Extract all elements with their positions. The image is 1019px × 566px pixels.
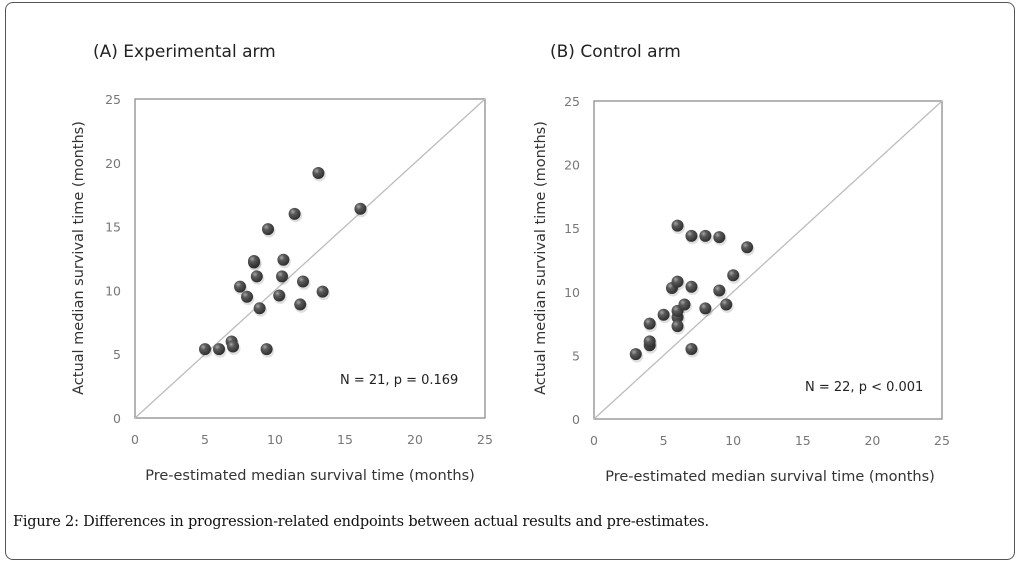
data-point xyxy=(643,317,656,330)
figure-frame xyxy=(5,2,1015,560)
x-tick-label: 0 xyxy=(131,432,139,447)
data-point xyxy=(250,270,263,283)
data-point xyxy=(699,229,712,242)
panel-title: (B) Control arm xyxy=(550,42,681,62)
x-axis-label: Pre-estimated median survival time (mont… xyxy=(145,468,475,484)
data-point xyxy=(629,348,642,361)
data-point xyxy=(277,253,290,266)
x-tick-label: 25 xyxy=(477,432,493,447)
data-point xyxy=(260,343,273,356)
stats-annotation: N = 21, p = 0.169 xyxy=(340,373,458,388)
data-point xyxy=(727,269,740,282)
data-point xyxy=(262,223,274,236)
plot-area xyxy=(134,98,486,419)
data-point xyxy=(354,202,367,215)
y-tick-label: 0 xyxy=(113,411,121,426)
x-tick-label: 0 xyxy=(590,433,598,448)
data-point xyxy=(276,270,288,283)
data-point xyxy=(671,275,684,288)
y-tick-label: 5 xyxy=(572,348,580,363)
panel-control-arm: (B) Control arm 0 5 10 15 20 25 0 5 10 15 20 25 N … xyxy=(533,42,950,485)
plot-area xyxy=(593,100,943,420)
y-axis-label: Actual median survival time (months) xyxy=(71,121,87,395)
x-tick-label: 5 xyxy=(201,432,209,447)
y-tick-label: 25 xyxy=(564,94,580,109)
x-tick-label: 10 xyxy=(267,432,283,447)
data-point xyxy=(312,167,325,180)
x-tick-label: 15 xyxy=(795,433,811,448)
panel-experimental-arm: (A) Experimental arm 0 5 10 15 20 25 0 5 10 15 20… xyxy=(71,42,493,484)
x-tick-label: 15 xyxy=(337,432,353,447)
y-tick-label: 0 xyxy=(572,412,580,427)
x-tick-label: 20 xyxy=(864,433,880,448)
data-point xyxy=(671,320,684,333)
data-point xyxy=(741,241,754,254)
panel-title: (A) Experimental arm xyxy=(93,42,276,62)
figure-charts: (A) Experimental arm 0 5 10 15 20 25 0 5 10 15 20… xyxy=(71,42,950,485)
data-point xyxy=(297,275,309,288)
data-point xyxy=(685,280,698,293)
x-tick-label: 5 xyxy=(660,433,668,448)
data-point xyxy=(657,308,670,321)
y-tick-label: 5 xyxy=(113,347,121,362)
caption-text: Differences in progression-related endpo… xyxy=(78,514,709,530)
x-tick-label: 10 xyxy=(725,433,741,448)
x-tick-label: 25 xyxy=(934,433,950,448)
data-point xyxy=(713,284,726,297)
data-point xyxy=(199,343,211,356)
data-point xyxy=(685,343,698,356)
y-tick-label: 25 xyxy=(105,92,121,107)
identity-line xyxy=(134,98,486,419)
data-point xyxy=(294,298,307,311)
data-point xyxy=(643,335,656,348)
data-point xyxy=(678,298,691,311)
y-tick-label: 10 xyxy=(564,285,580,300)
data-point xyxy=(685,229,698,242)
data-point xyxy=(720,298,733,311)
y-tick-label: 10 xyxy=(105,283,121,298)
data-point xyxy=(699,302,712,315)
data-point xyxy=(227,340,239,353)
y-tick-label: 20 xyxy=(564,158,580,173)
data-point xyxy=(288,207,301,220)
data-point xyxy=(253,302,266,315)
data-point xyxy=(248,255,260,268)
y-tick-label: 15 xyxy=(105,220,121,235)
y-axis-label: Actual median survival time (months) xyxy=(533,121,549,395)
figure-caption: Figure 2: Differences in progression-rel… xyxy=(13,514,709,530)
data-point xyxy=(241,290,253,303)
data-point xyxy=(234,280,246,293)
data-point xyxy=(273,289,286,302)
identity-line xyxy=(593,100,943,420)
x-axis-label: Pre-estimated median survival time (mont… xyxy=(605,469,935,485)
data-point xyxy=(316,285,329,298)
caption-label: Figure 2: xyxy=(13,514,79,530)
data-point xyxy=(213,343,225,356)
x-tick-label: 20 xyxy=(407,432,423,447)
y-tick-label: 15 xyxy=(564,221,580,236)
stats-annotation: N = 22, p < 0.001 xyxy=(805,380,923,395)
data-point xyxy=(671,219,684,232)
y-tick-label: 20 xyxy=(105,156,121,171)
data-point xyxy=(713,231,726,244)
